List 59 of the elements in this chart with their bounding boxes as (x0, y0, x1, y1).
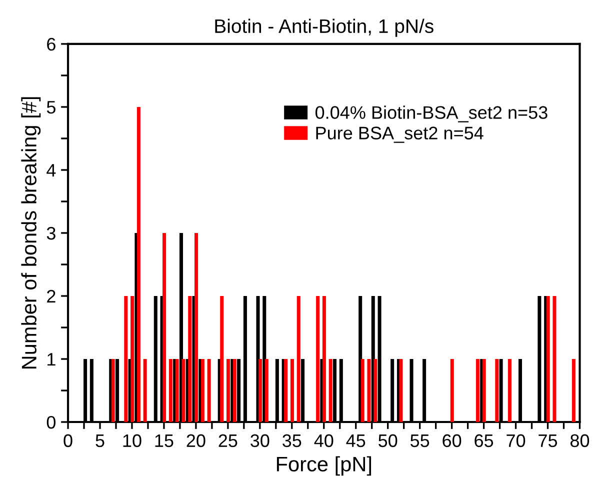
y-axis-title: Number of bonds breaking [#] (21, 97, 41, 368)
bar (290, 359, 294, 422)
bar (226, 359, 230, 422)
x-tick-label: 25 (218, 434, 238, 448)
bar (508, 359, 512, 422)
y-tick-label: 1 (48, 353, 56, 366)
bar (450, 359, 454, 422)
x-tick-label: 60 (442, 434, 462, 448)
bar (162, 232, 166, 422)
bar (182, 359, 186, 422)
bar (124, 296, 128, 422)
bar (136, 106, 140, 422)
y-tick-label: 5 (46, 101, 56, 114)
bar (316, 296, 320, 422)
x-tick-label: 35 (282, 434, 302, 448)
legend-label: 0.04% Biotin-BSA_set2 n=53 (315, 106, 548, 122)
bar (168, 359, 172, 422)
bar (207, 359, 211, 422)
y-tick-label: 4 (46, 164, 56, 177)
bar (258, 359, 262, 422)
x-tick-label: 45 (346, 434, 366, 448)
x-tick-label: 80 (570, 434, 590, 448)
x-tick-label: 75 (538, 434, 558, 448)
bar (284, 359, 288, 422)
bar (374, 359, 378, 422)
bar (367, 359, 371, 422)
bar (572, 359, 576, 422)
x-tick-label: 30 (250, 434, 270, 448)
bar (264, 359, 268, 422)
bar (552, 296, 556, 422)
x-tick-label: 20 (186, 434, 206, 448)
x-tick-label: 10 (123, 434, 142, 448)
bar (130, 296, 134, 422)
bar (322, 296, 326, 422)
bar (194, 232, 198, 422)
legend-label: Pure BSA_set2 n=54 (316, 126, 484, 143)
bar (360, 359, 364, 422)
bar (476, 359, 480, 422)
bar (188, 296, 192, 422)
x-tick-label: 70 (506, 434, 526, 448)
bar (399, 359, 403, 422)
bar (328, 359, 332, 422)
x-tick-label: 0 (64, 434, 72, 448)
x-axis-title: Force [pN] (276, 456, 372, 476)
bar (220, 296, 224, 422)
y-tick-label: 3 (46, 226, 56, 240)
y-tick-label: 6 (47, 38, 56, 51)
y-tick-label: 0 (46, 416, 56, 429)
chart-title: Biotin - Anti-Biotin, 1 pN/s (215, 18, 434, 37)
x-tick-label: 55 (410, 434, 430, 448)
x-tick-label: 5 (96, 434, 104, 448)
x-tick-label: 65 (474, 434, 494, 448)
bar (296, 296, 300, 422)
x-tick-label: 50 (378, 434, 398, 448)
y-tick-label: 2 (47, 290, 56, 303)
bar (495, 359, 499, 422)
bar (143, 359, 147, 422)
x-tick-label: 15 (155, 434, 174, 448)
x-tick-label: 40 (314, 434, 334, 448)
